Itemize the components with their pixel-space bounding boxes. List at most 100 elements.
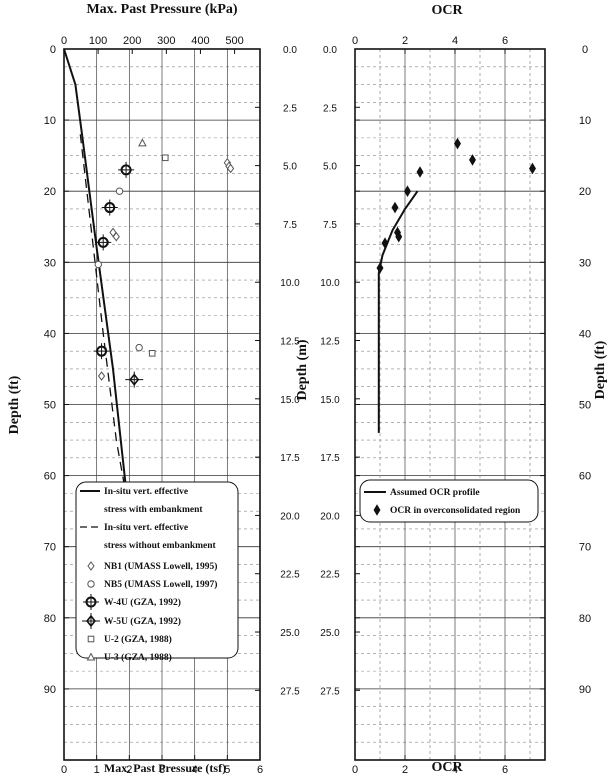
y-tick-label: 20	[579, 186, 591, 198]
y-tick-label: 40	[579, 328, 591, 340]
ocr-point	[391, 201, 399, 214]
m-tick-label: 25.0	[280, 628, 300, 639]
y-tick-label: 80	[579, 613, 591, 625]
x-tick-label: 5	[224, 764, 230, 775]
left-y-ticks-ft: 0 10 20 30 40 50 60 70 80 90	[44, 44, 69, 696]
x-top-tick-label: 0	[352, 35, 358, 47]
x-tick-label: 6	[257, 764, 263, 775]
right-legend-box	[359, 479, 539, 523]
right-y-axis-label-m: Depth (m)	[295, 339, 310, 400]
m-tick-label: 17.5	[320, 453, 340, 464]
left-lines	[63, 48, 129, 505]
nb5-point	[135, 343, 143, 352]
u3-point	[138, 138, 147, 147]
y-tick-label: 10	[44, 115, 56, 127]
ocr-point	[529, 162, 536, 175]
right-points	[376, 137, 536, 274]
m-tick-label: 27.5	[280, 686, 300, 697]
x-top-tick-label: 400	[191, 35, 209, 47]
y-tick-label: 0	[50, 44, 56, 56]
stress-line-without-embankment	[79, 134, 129, 505]
x-top-tick-label: 0	[61, 35, 67, 47]
ocr-point	[373, 504, 381, 516]
m-tick-label: 15.0	[280, 395, 300, 406]
y-tick-label: 60	[579, 471, 591, 483]
legend-label: OCR in overconsolidated region	[390, 506, 521, 516]
legend-label: NB1 (UMASS Lowell, 1995)	[104, 561, 217, 572]
legend-label: stress without embankment	[104, 541, 217, 551]
legend-label: Assumed OCR profile	[390, 488, 480, 498]
left-y-ticks-m: 0.0 2.5 5.0 7.5 10.0 12.5 15.0 17.5 20.0 22.5 25.0…	[255, 45, 300, 697]
ocr-point	[454, 137, 461, 150]
m-tick-label: 0.0	[283, 45, 297, 56]
left-x-ticks-top: 0 100 200 300 400 500	[61, 35, 244, 54]
left-chart: 0 1 2 3 4 5 6 0 100 200 300 400 500 0 10 20 30 40 50 60 70…	[7, 2, 300, 775]
right-y-ticks-ft: 0 10 20 30 40 50 60 70 80 90	[355, 44, 591, 696]
nb5-point	[87, 580, 95, 588]
x-top-tick-label: 300	[157, 35, 175, 47]
ocr-point	[395, 230, 403, 243]
right-x-ticks-bottom: 0 2 4 6	[352, 755, 508, 775]
x-top-tick-label: 4	[452, 35, 458, 47]
m-tick-label: 5.0	[283, 162, 297, 173]
right-top-axis-label: OCR	[431, 3, 463, 18]
m-tick-label: 22.5	[320, 570, 340, 581]
x-tick-label: 4	[452, 764, 458, 775]
m-tick-label: 12.5	[280, 337, 300, 348]
left-legend-box	[75, 481, 239, 659]
m-tick-label: 10.0	[320, 278, 340, 289]
x-top-tick-label: 6	[502, 35, 508, 47]
y-tick-label: 50	[44, 400, 56, 412]
x-top-tick-label: 500	[225, 35, 243, 47]
x-top-tick-label: 2	[402, 35, 408, 47]
nb1-point	[97, 371, 106, 381]
ocr-point	[416, 166, 424, 178]
m-tick-label: 22.5	[280, 570, 300, 581]
x-tick-label: 2	[402, 764, 408, 775]
x-tick-label: 4	[192, 764, 198, 775]
m-tick-label: 15.0	[320, 395, 340, 406]
right-bottom-axis-label: OCR	[431, 760, 463, 775]
left-x-ticks-bottom: 0 1 2 3 4 5 6	[61, 755, 263, 775]
ocr-point	[469, 154, 476, 166]
right-chart: 0 2 4 6 0 2 4 6 0 10 20 30 40 50 60 70 80 90 0.0 2.5 5.0 7…	[295, 3, 608, 775]
legend-label: U-3 (GZA, 1988)	[104, 652, 172, 663]
legend-label: W-4U (GZA, 1992)	[104, 597, 181, 608]
y-tick-label: 70	[44, 542, 56, 554]
left-legend: In-situ vert. effective stress with emban…	[75, 481, 239, 663]
m-tick-label: 7.5	[323, 220, 337, 231]
right-y-axis-label-ft: Depth (ft)	[593, 340, 608, 399]
m-tick-label: 27.5	[320, 686, 340, 697]
nb1-point	[87, 561, 95, 571]
y-tick-label: 40	[44, 328, 56, 340]
right-grid	[355, 49, 545, 760]
x-top-tick-label: 200	[123, 35, 141, 47]
x-top-tick-label: 100	[89, 35, 107, 47]
ocr-point	[381, 237, 389, 249]
x-tick-label: 0	[61, 764, 67, 775]
y-tick-label: 0	[582, 44, 588, 56]
x-tick-label: 0	[352, 764, 358, 775]
nb1-point	[112, 231, 120, 242]
u2-point	[87, 635, 95, 643]
x-tick-label: 6	[502, 764, 508, 775]
y-tick-label: 60	[44, 471, 56, 483]
left-y-axis-label: Depth (ft)	[7, 375, 22, 434]
m-tick-label: 20.0	[280, 511, 300, 522]
right-legend: Assumed OCR profile OCR in overconsolidat…	[359, 479, 539, 523]
right-legend-items: Assumed OCR profile OCR in overconsolidat…	[364, 488, 521, 516]
m-tick-label: 17.5	[280, 453, 300, 464]
m-tick-label: 2.5	[283, 103, 297, 114]
legend-label: In-situ vert. effective	[104, 523, 188, 533]
legend-label: NB5 (UMASS Lowell, 1997)	[104, 579, 217, 590]
m-tick-label: 25.0	[320, 628, 340, 639]
left-bottom-axis-label: Max. Past Pressure (tsf)	[104, 761, 226, 775]
m-tick-label: 2.5	[323, 103, 337, 114]
stress-line-with-embankment	[63, 48, 129, 505]
ocr-point	[376, 262, 384, 274]
right-x-ticks-top: 0 2 4 6	[352, 35, 508, 54]
legend-label: stress with embankment	[104, 505, 203, 515]
legend-label: In-situ vert. effective	[104, 487, 188, 497]
right-y-ticks-m: 0.0 2.5 5.0 7.5 10.0 12.5 15.0 17.5 20.0 22.5 25.0…	[320, 45, 360, 697]
